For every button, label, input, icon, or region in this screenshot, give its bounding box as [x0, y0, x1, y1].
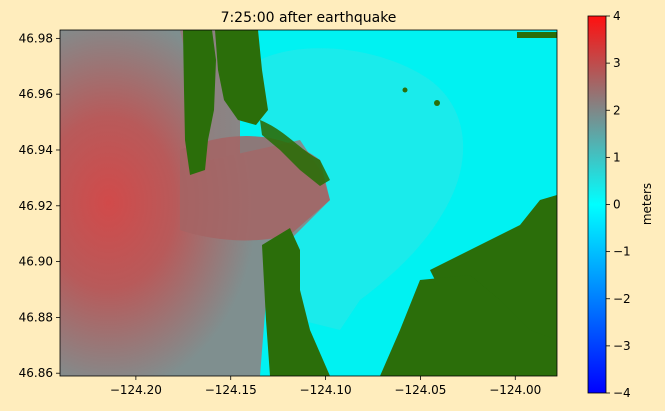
island: [402, 87, 408, 93]
spit-north: [183, 30, 216, 175]
y-tick-label: 46.88: [19, 310, 53, 324]
y-tick-label: 46.92: [19, 199, 53, 213]
colorbar-tick-label: 4: [613, 9, 621, 23]
x-tick-label: −124.15: [205, 383, 257, 397]
plot-frame: [59, 29, 558, 377]
x-tick-label: −124.00: [489, 383, 541, 397]
colorbar-gradient: [587, 15, 607, 394]
colorbar-tick-label: 0: [613, 198, 621, 212]
y-axis: 46.86 46.88 46.90 46.92 46.94 46.96 46.98: [19, 31, 60, 380]
colorbar-tick-label: −3: [613, 339, 631, 353]
shore-east-lower: [380, 275, 557, 376]
colorbar-tick-label: −4: [613, 386, 631, 400]
tidal-flats-north: [260, 120, 330, 186]
colorbar-tick-label: −2: [613, 292, 631, 306]
spit-south: [262, 228, 330, 376]
y-tick-label: 46.86: [19, 366, 53, 380]
islet-northeast: [517, 32, 557, 38]
y-tick-label: 46.96: [19, 87, 53, 101]
chart-title: 7:25:00 after earthquake: [221, 10, 397, 26]
x-axis: −124.20 −124.15 −124.10 −124.05 −124.00: [110, 376, 541, 397]
x-tick-label: −124.05: [394, 383, 446, 397]
colorbar-tick-label: 1: [613, 150, 621, 164]
colorbar-label: meters: [640, 183, 654, 225]
colorbar-tick-label: 3: [613, 56, 621, 70]
colorbar-ticks: −4 −3 −2 −1 0 1 2 3 4: [606, 9, 631, 400]
y-tick-label: 46.90: [19, 255, 53, 269]
y-tick-label: 46.94: [19, 143, 53, 157]
colorbar-tick-label: −1: [613, 245, 631, 259]
island: [434, 100, 440, 106]
bay-wave-front: [260, 48, 464, 330]
plot-area: [60, 30, 557, 376]
colorbar-tick-label: 2: [613, 103, 621, 117]
y-tick-label: 46.98: [19, 31, 53, 45]
x-tick-label: −124.10: [300, 383, 352, 397]
colorbar: −4 −3 −2 −1 0 1 2 3 4 meters: [587, 9, 654, 400]
spit-inner-north: [215, 30, 268, 125]
x-tick-label: −124.20: [110, 383, 162, 397]
